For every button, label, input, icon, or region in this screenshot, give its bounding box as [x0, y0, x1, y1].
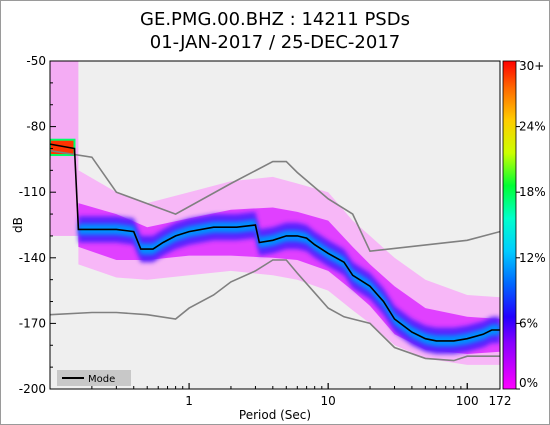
colorbar-tick-label: 18% [519, 185, 546, 199]
legend-mode-label: Mode [88, 374, 115, 385]
x-tick-label: 10 [321, 394, 336, 408]
plot-border [49, 60, 501, 390]
nlnm-line [50, 259, 500, 362]
colorbar-tick-label: 12% [519, 251, 546, 265]
y-tick-label: -110 [19, 185, 46, 199]
legend: Mode [57, 370, 131, 386]
x-tick-label: 1 [185, 394, 193, 408]
x-axis-label: Period (Sec) [239, 408, 311, 422]
y-tick-label: -80 [26, 120, 46, 134]
chart-subtitle: 01-JAN-2017 / 25-DEC-2017 [150, 32, 401, 53]
chart-title: GE.PMG.00.BHZ : 14211 PSDs [140, 9, 410, 30]
colorbar-tick-label: 0% [519, 376, 538, 390]
y-tick-label: -50 [26, 54, 46, 68]
colorbar-ticks: 30+ 24% 18% 12% 6% 0% [516, 59, 546, 390]
reference-lines [50, 143, 500, 362]
y-axis: -50 -80 -110 -140 -170 -200 [19, 54, 56, 396]
y-tick-label: -200 [19, 382, 46, 396]
nhnm-line [50, 149, 500, 253]
mode-line [50, 143, 500, 342]
colorbar [502, 60, 517, 390]
x-axis: 1 10 100 172 [49, 383, 512, 408]
y-tick-label: -140 [19, 251, 46, 265]
y-axis-label: dB [11, 217, 25, 233]
density-peak [78, 219, 500, 347]
colorbar-tick-label: 30+ [519, 59, 544, 73]
legend-box [57, 370, 131, 386]
x-tick-label: 100 [456, 394, 479, 408]
colorbar-tick-label: 24% [519, 120, 546, 134]
colorbar-tick-label: 6% [519, 316, 538, 330]
y-tick-label: -170 [19, 316, 46, 330]
x-tick-label: 172 [489, 394, 512, 408]
